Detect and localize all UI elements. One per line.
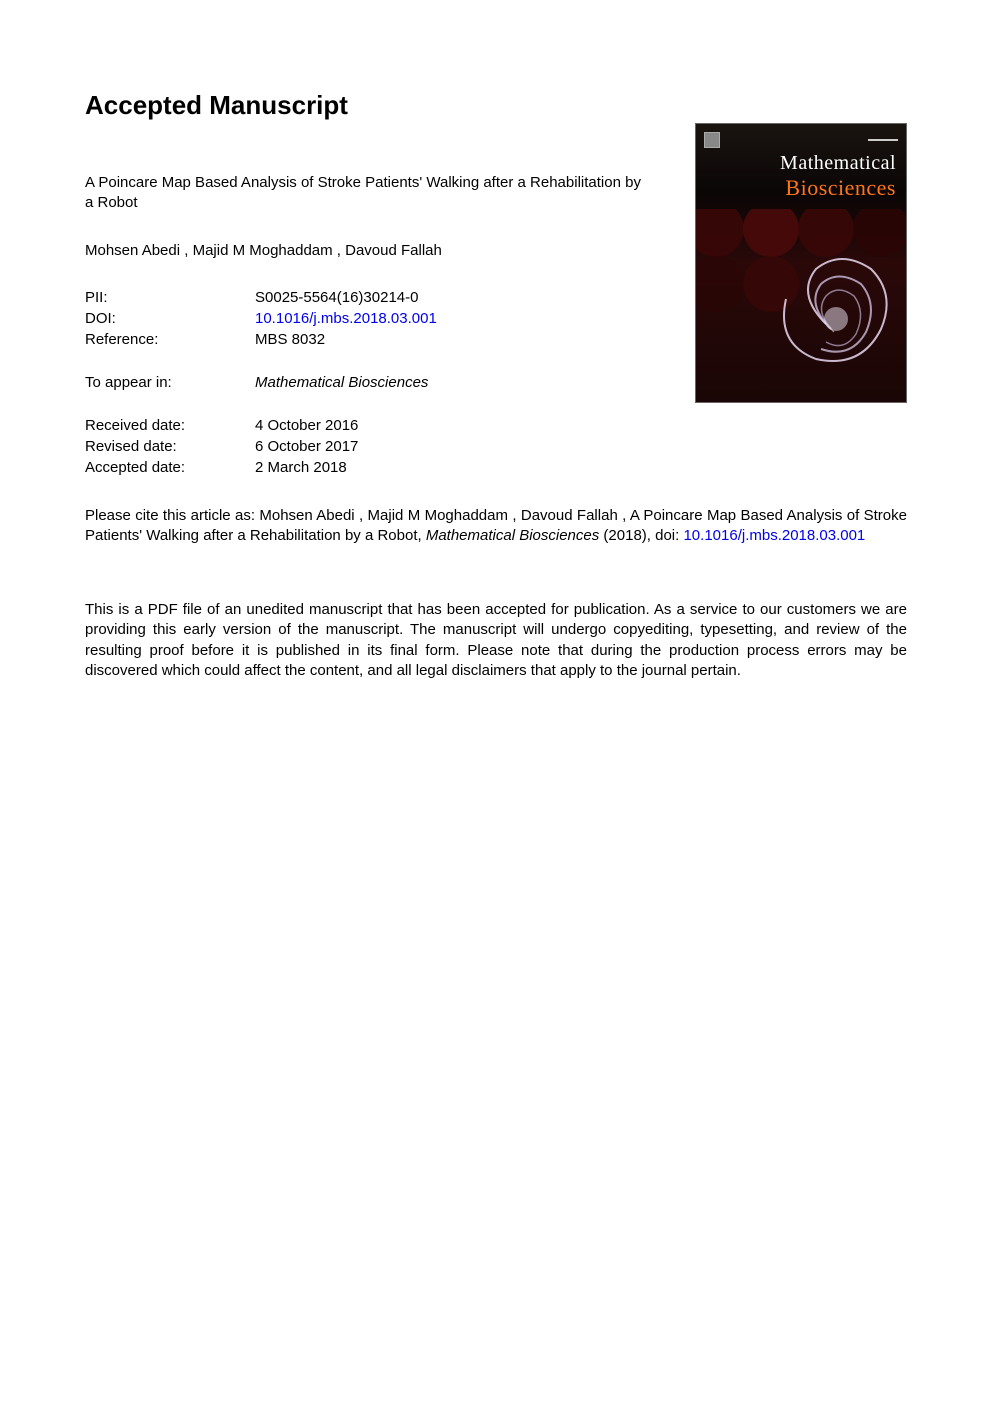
accepted-date-value: 2 March 2018 bbox=[255, 457, 347, 478]
publisher-logo-icon bbox=[704, 132, 720, 148]
accepted-manuscript-heading: Accepted Manuscript bbox=[85, 90, 907, 121]
to-appear-label: To appear in: bbox=[85, 374, 255, 391]
reference-label: Reference: bbox=[85, 329, 255, 350]
cover-art-svg bbox=[696, 209, 906, 402]
cover-top-bar bbox=[704, 132, 898, 148]
revised-date-row: Revised date: 6 October 2017 bbox=[85, 436, 907, 457]
revised-date-value: 6 October 2017 bbox=[255, 436, 358, 457]
citation-journal: Mathematical Biosciences bbox=[426, 527, 599, 544]
doi-label: DOI: bbox=[85, 308, 255, 329]
citation-text: Please cite this article as: Mohsen Abed… bbox=[85, 506, 907, 547]
received-date-label: Received date: bbox=[85, 415, 255, 436]
cover-title-line-2: Biosciences bbox=[780, 175, 896, 201]
top-section: Mathematical Biosciences A Poincare Map … bbox=[85, 173, 907, 478]
disclaimer-text: This is a PDF file of an unedited manusc… bbox=[85, 600, 907, 681]
received-date-row: Received date: 4 October 2016 bbox=[85, 415, 907, 436]
cover-bar-line bbox=[868, 139, 898, 141]
accepted-date-label: Accepted date: bbox=[85, 457, 255, 478]
dates-table: Received date: 4 October 2016 Revised da… bbox=[85, 415, 907, 478]
citation-year: (2018), doi: bbox=[599, 527, 683, 544]
revised-date-label: Revised date: bbox=[85, 436, 255, 457]
accepted-date-row: Accepted date: 2 March 2018 bbox=[85, 457, 907, 478]
pii-label: PII: bbox=[85, 287, 255, 308]
received-date-value: 4 October 2016 bbox=[255, 415, 358, 436]
to-appear-value: Mathematical Biosciences bbox=[255, 374, 428, 391]
article-title: A Poincare Map Based Analysis of Stroke … bbox=[85, 173, 645, 214]
cover-title-line-1: Mathematical bbox=[780, 152, 896, 175]
journal-cover-thumbnail: Mathematical Biosciences bbox=[695, 123, 907, 403]
citation-doi-link[interactable]: 10.1016/j.mbs.2018.03.001 bbox=[683, 527, 865, 544]
cover-title: Mathematical Biosciences bbox=[780, 152, 896, 201]
cover-art bbox=[696, 209, 906, 402]
